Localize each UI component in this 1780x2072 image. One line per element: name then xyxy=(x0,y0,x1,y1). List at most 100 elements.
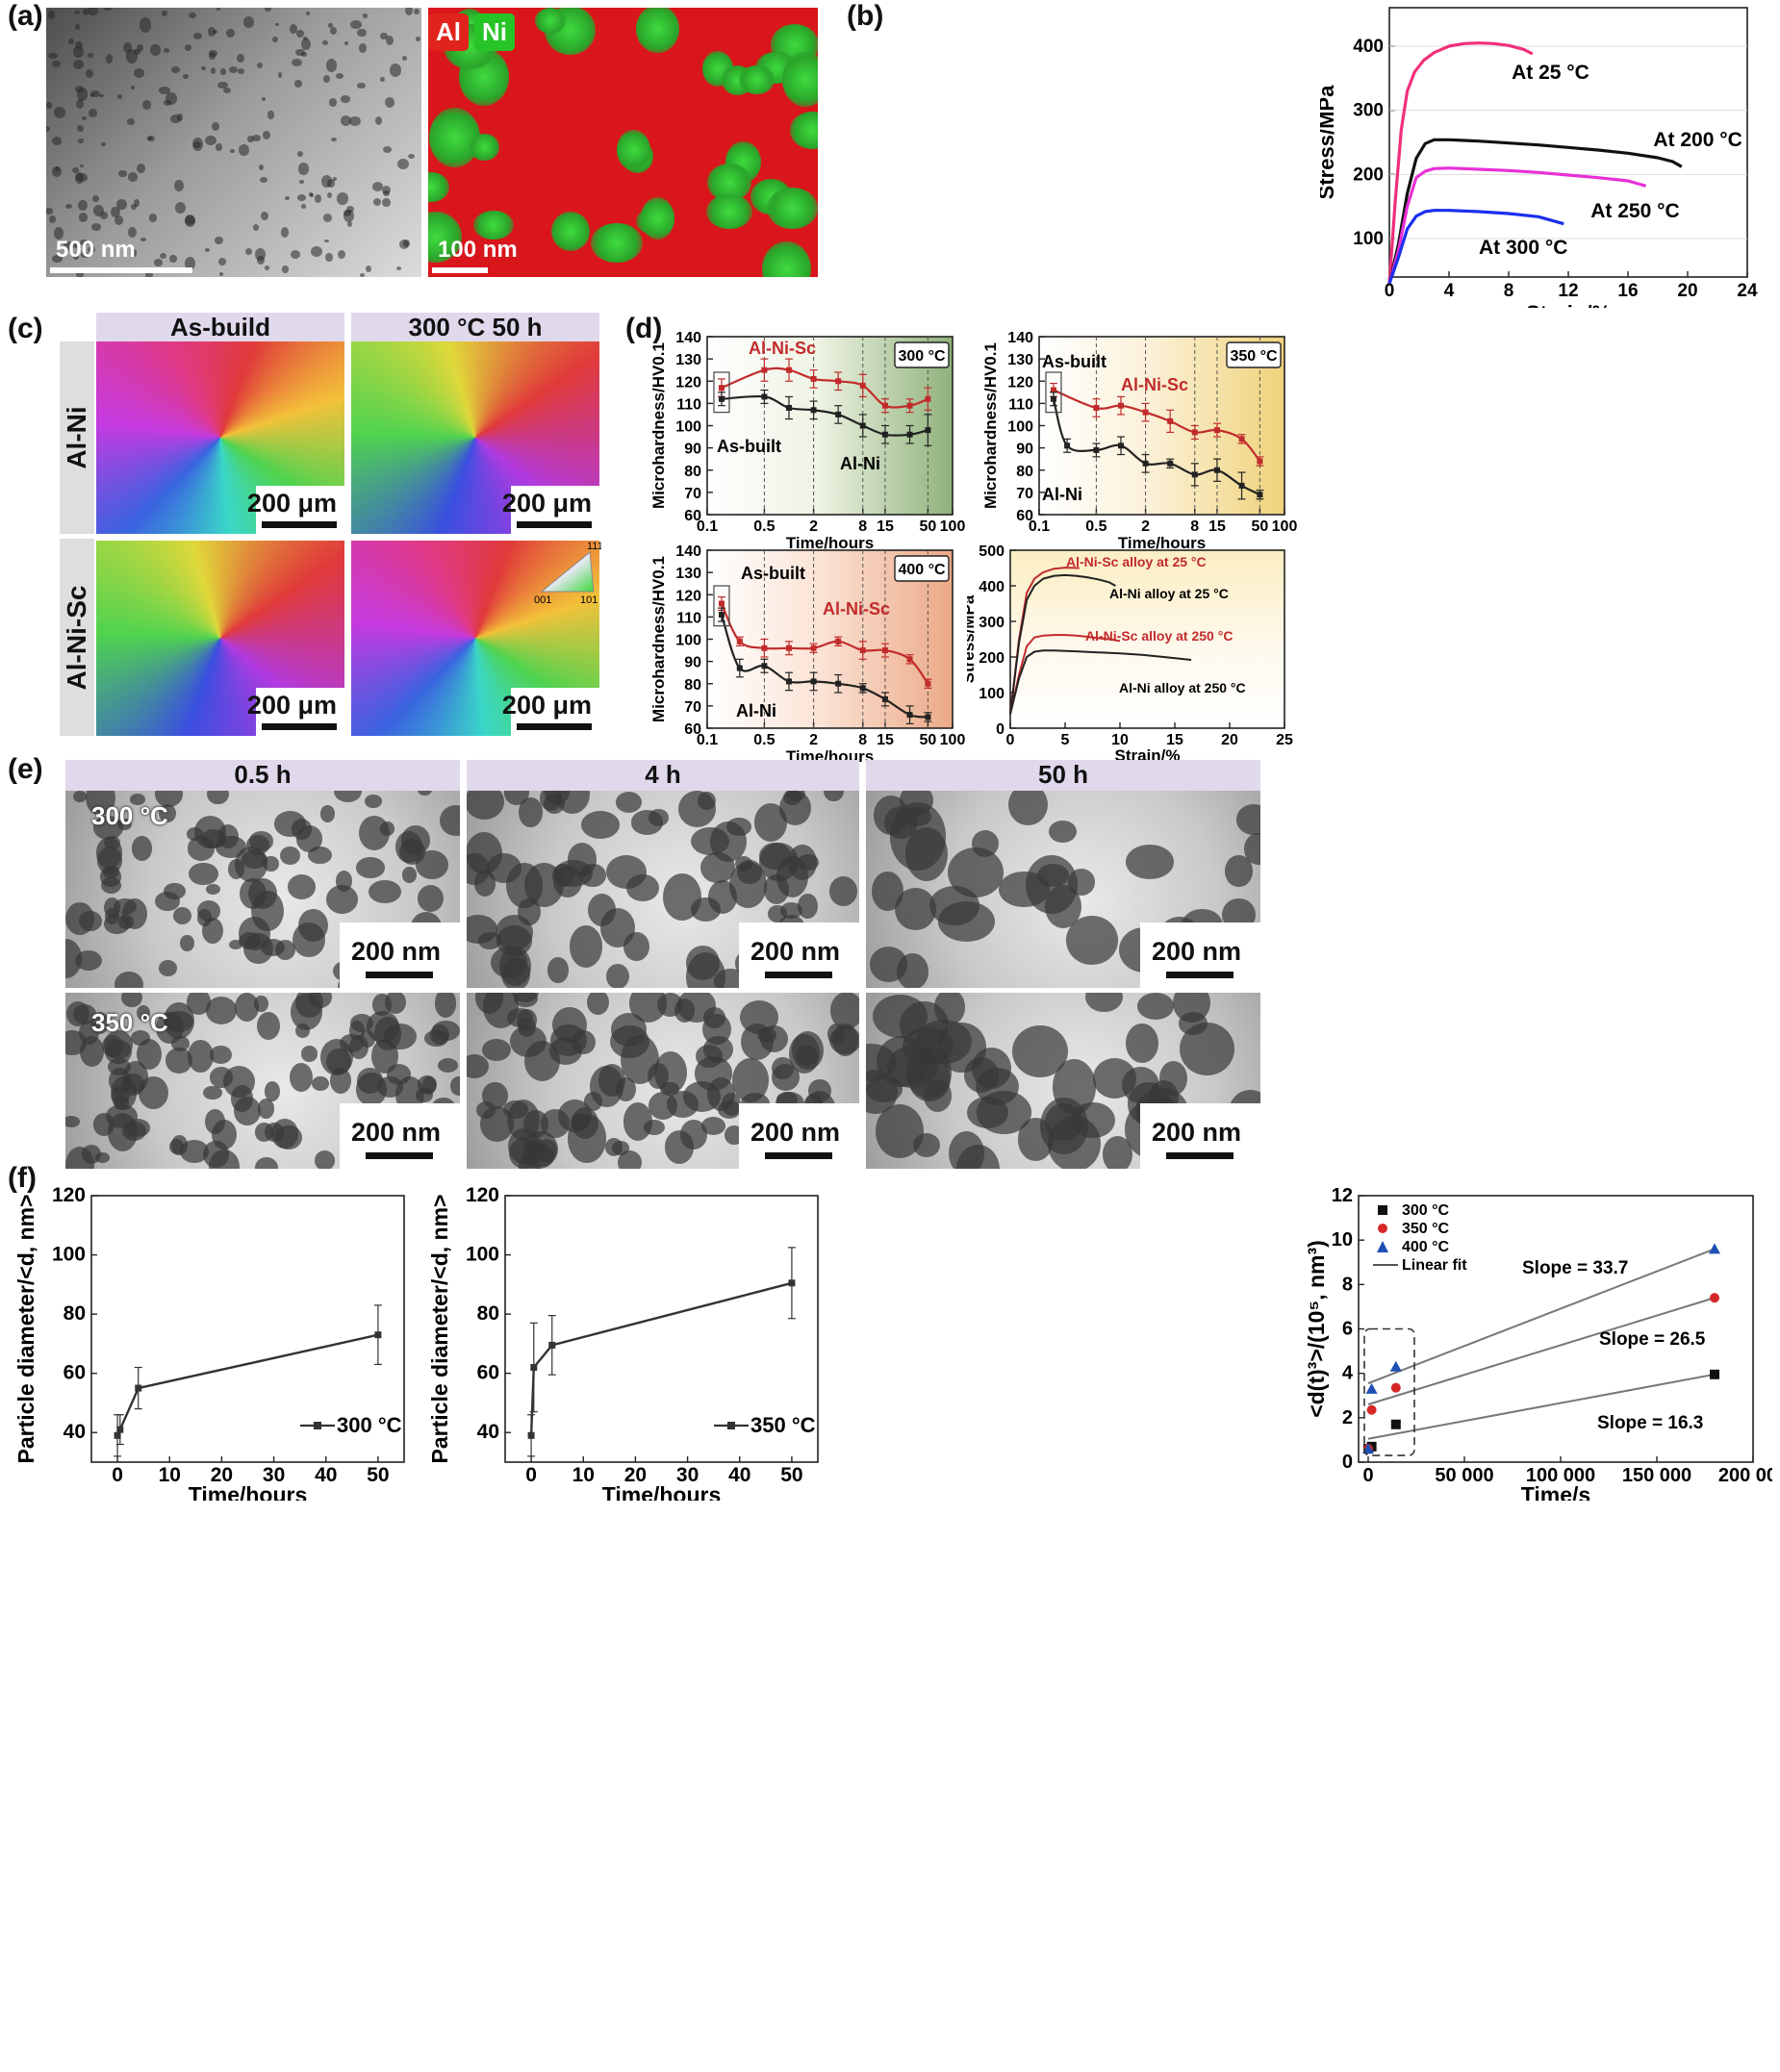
particle xyxy=(695,1045,723,1069)
legend-label: 300 °C xyxy=(1402,1202,1450,1219)
particle xyxy=(65,204,72,210)
particle xyxy=(216,143,222,152)
particle xyxy=(295,48,305,56)
particle xyxy=(54,227,64,240)
stress-curve xyxy=(1387,209,1564,285)
tem-micrograph: 200 nm xyxy=(467,791,859,988)
particle xyxy=(373,198,382,206)
series-label: At 250 °C xyxy=(1590,200,1679,222)
particle xyxy=(358,815,391,850)
data-point xyxy=(1213,427,1220,434)
particle xyxy=(307,846,332,865)
particle xyxy=(357,28,367,38)
particle xyxy=(429,107,481,168)
x-tick-label: 30 xyxy=(263,1464,285,1486)
particle xyxy=(208,27,216,37)
tem-micrograph: 200 nm xyxy=(65,993,460,1169)
y-tick-label: 60 xyxy=(684,508,701,524)
particle xyxy=(438,1058,459,1074)
particle xyxy=(829,993,859,1029)
particle xyxy=(301,1046,318,1062)
particle xyxy=(52,254,64,263)
legend-label: Linear fit xyxy=(1402,1257,1467,1274)
particle xyxy=(476,1100,496,1120)
particle xyxy=(114,215,124,226)
data-point xyxy=(1142,460,1149,467)
particle xyxy=(329,26,338,35)
particle xyxy=(341,94,350,104)
series-label: Al-Ni-Sc xyxy=(749,339,816,358)
particle xyxy=(666,1091,699,1119)
particle xyxy=(78,213,89,223)
panel-d-letter: (d) xyxy=(625,313,663,344)
particle xyxy=(121,993,143,1008)
particle xyxy=(390,63,401,78)
x-tick-label: 0.1 xyxy=(697,518,718,535)
particle xyxy=(265,1081,281,1101)
particle xyxy=(75,23,80,30)
x-tick-label: 150 000 xyxy=(1622,1465,1691,1486)
y-tick-label: 110 xyxy=(1008,396,1033,413)
y-tick-label: 100 xyxy=(979,686,1004,702)
particle xyxy=(123,1060,149,1093)
temp-badge-label: 350 °C xyxy=(1230,348,1278,365)
particle xyxy=(247,136,254,143)
data-point xyxy=(736,665,743,671)
particle xyxy=(131,249,138,257)
particle xyxy=(205,884,221,896)
particle xyxy=(116,818,132,831)
data-point xyxy=(548,1341,556,1349)
x-tick-label: 12 xyxy=(1558,281,1578,301)
particle xyxy=(130,1029,151,1046)
data-point xyxy=(761,393,768,400)
data-point xyxy=(527,1431,535,1439)
particle xyxy=(146,137,153,141)
particle xyxy=(369,879,402,903)
scale-label: 500 nm xyxy=(56,237,136,263)
scale-bar xyxy=(50,267,192,273)
particle xyxy=(337,192,348,205)
particle xyxy=(174,201,186,214)
x-tick-label: 10 xyxy=(1111,732,1129,748)
y-tick-label: 130 xyxy=(675,352,701,368)
data-point xyxy=(906,431,913,438)
particle xyxy=(209,52,216,61)
particle xyxy=(1137,993,1175,1021)
scale-label: 200 nm xyxy=(1151,937,1241,966)
particle xyxy=(291,818,313,840)
particle xyxy=(64,240,74,252)
particle xyxy=(226,28,235,38)
microhardness-400c-chart: 0.1 0.5 2 8 15 50 10060708090100110120130140Ti… xyxy=(649,543,965,764)
data-point xyxy=(859,647,866,654)
legend-label: 350 °C xyxy=(750,1413,816,1437)
particle xyxy=(327,23,333,28)
particle xyxy=(180,935,194,952)
particle xyxy=(1067,869,1096,896)
data-point xyxy=(1238,436,1245,442)
panel-a-letter: (a) xyxy=(8,0,43,32)
legend-label: 400 °C xyxy=(1402,1239,1450,1255)
particle xyxy=(100,877,121,894)
particle xyxy=(623,1102,653,1141)
particle xyxy=(165,92,177,105)
x-tick-label: 20 xyxy=(211,1464,233,1486)
data-point xyxy=(925,680,931,687)
particle xyxy=(383,190,390,197)
data-point xyxy=(1362,1443,1374,1454)
x-tick-label: 15 xyxy=(877,732,894,748)
particle xyxy=(340,114,351,126)
data-point xyxy=(116,1426,124,1433)
data-point xyxy=(835,680,842,687)
ebsd-map: 200 μm xyxy=(351,541,599,736)
particle xyxy=(65,939,83,978)
particle xyxy=(133,199,140,207)
series-label: As-built xyxy=(1042,352,1106,371)
particle xyxy=(933,993,965,1025)
hardness-curve xyxy=(720,614,928,719)
data-point xyxy=(1257,458,1263,465)
x-tick-label: 0 xyxy=(1362,1465,1373,1486)
particle xyxy=(424,1029,449,1048)
eds-map-image: Al Ni 100 nm xyxy=(428,8,818,277)
particle xyxy=(80,1036,104,1067)
particle xyxy=(53,107,65,118)
